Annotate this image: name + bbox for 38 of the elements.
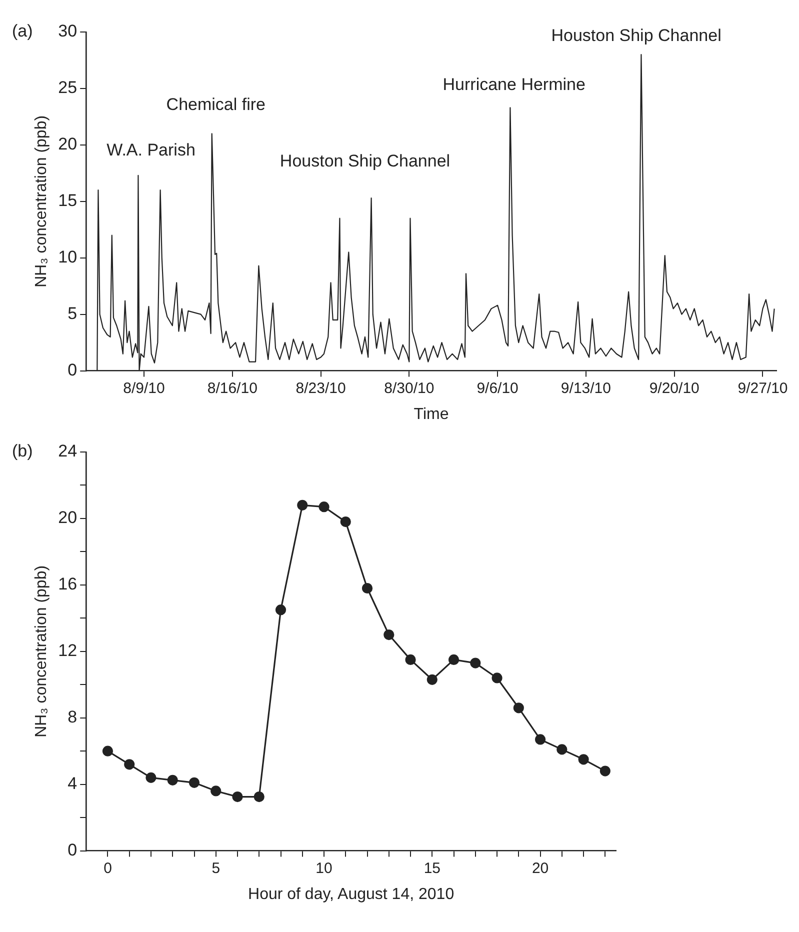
x-tick-label: 20: [532, 860, 549, 877]
y-tick-label: 20: [58, 134, 78, 154]
y-tick-label: 15: [58, 191, 78, 210]
y-tick-label: 20: [58, 508, 78, 528]
y-tick-label: 24: [58, 442, 78, 461]
x-tick-label: 9/13/10: [560, 380, 611, 397]
y-tick-label: 25: [58, 78, 78, 98]
x-tick-label: 8/30/10: [384, 380, 434, 397]
x-tick-label: 15: [424, 860, 441, 877]
x-tick-label: 5: [212, 860, 220, 877]
y-tick-label: 0: [68, 840, 78, 860]
x-tick-label: 0: [104, 860, 112, 877]
x-tick-label: 9/6/10: [476, 380, 518, 397]
y-tick-label: 4: [68, 774, 78, 794]
annotation: Hurricane Hermine: [442, 74, 586, 94]
annotation: W.A. Parish: [106, 140, 196, 160]
x-tick-label: 8/16/10: [207, 380, 258, 397]
x-axis-title: Hour of day, August 14, 2010: [248, 886, 454, 903]
annotation: Chemical fire: [166, 95, 266, 114]
y-tick-label: 5: [68, 304, 78, 324]
annotation: Houston Ship Channel: [280, 151, 450, 170]
annotation: Houston Ship Channel: [551, 26, 722, 46]
x-tick-label: 10: [316, 860, 332, 877]
chart-title: (b): [12, 442, 33, 461]
x-tick-label: 9/27/10: [738, 380, 788, 397]
y-tick-label: 12: [58, 641, 78, 660]
x-axis-title: Time: [414, 406, 449, 423]
chart-title: (a): [12, 22, 33, 41]
x-tick-label: 8/9/10: [123, 380, 165, 397]
y-axis-title: NH₃ concentration (ppb): [33, 565, 50, 738]
y-tick-label: 16: [58, 574, 78, 594]
y-tick-label: 30: [58, 22, 78, 41]
y-tick-label: 0: [68, 360, 78, 380]
x-tick-label: 9/20/10: [649, 380, 700, 397]
x-tick-label: 8/23/10: [296, 380, 346, 397]
y-tick-label: 10: [58, 248, 78, 267]
y-axis-title: NH₃ concentration (ppb): [33, 115, 50, 288]
y-tick-label: 8: [68, 708, 78, 727]
